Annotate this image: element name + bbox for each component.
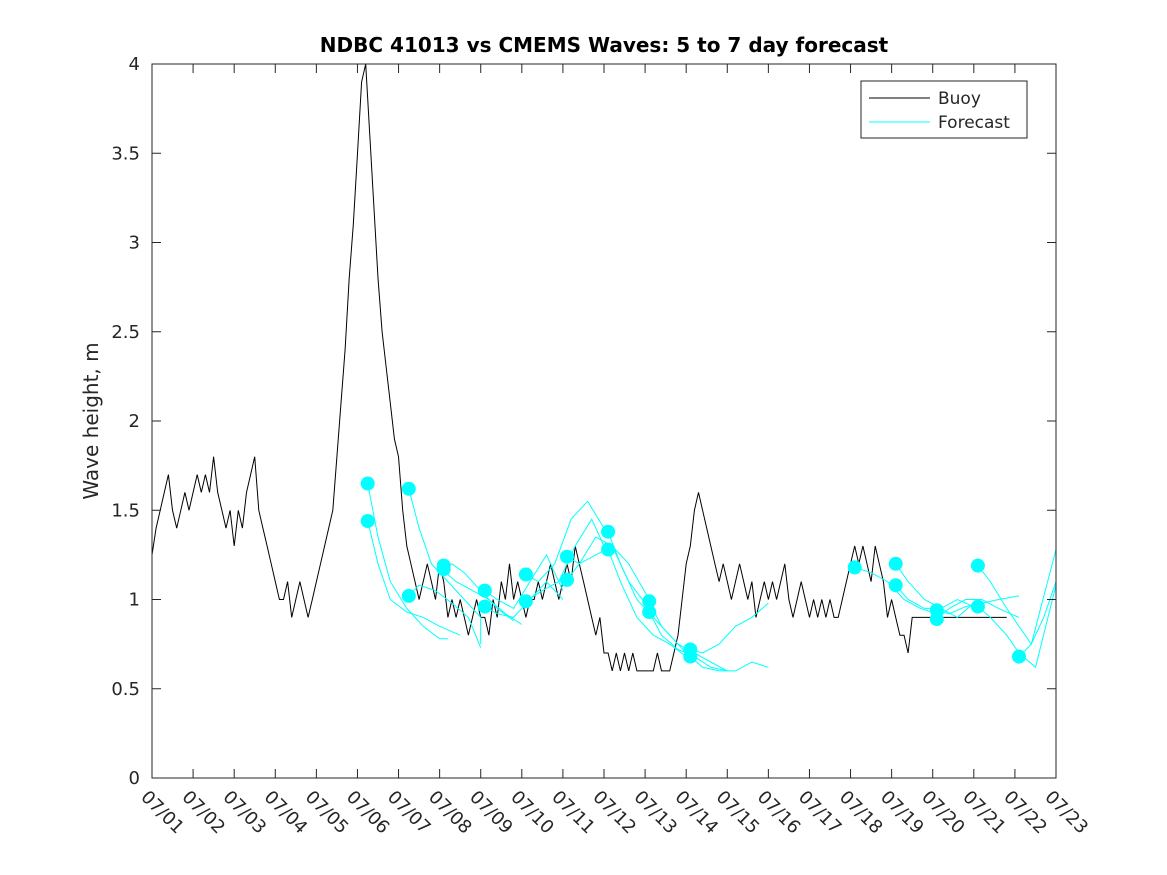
forecast-series-line-4 (443, 563, 514, 622)
forecast-marker-15 (642, 605, 657, 619)
forecast-marker-13 (601, 542, 616, 557)
forecast-marker-12 (601, 524, 616, 539)
chart-title: NDBC 41013 vs CMEMS Waves: 5 to 7 day fo… (320, 33, 889, 57)
y-tick-label-2: 1 (129, 590, 140, 611)
forecast-marker-23 (970, 558, 985, 573)
forecast-marker-24 (970, 599, 985, 614)
y-axis-label: Wave height, m (79, 342, 103, 499)
y-tick-label-5: 2.5 (111, 322, 140, 343)
y-tick-label-0: 0 (129, 768, 140, 789)
forecast-series-line-11 (566, 536, 650, 609)
legend-buoy-label: Buoy (938, 89, 981, 109)
forecast-marker-5 (436, 562, 451, 577)
forecast-marker-25 (1012, 649, 1026, 664)
forecast-marker-14 (642, 594, 657, 609)
forecast-series-line-6 (484, 553, 564, 610)
plot-area (152, 64, 1056, 778)
forecast-series-line-19 (895, 563, 979, 619)
y-tick-label-4: 2 (129, 411, 140, 432)
forecast-series-line-3 (408, 584, 482, 648)
y-tick-label-3: 1.5 (111, 500, 140, 521)
forecast-marker-9 (518, 594, 533, 609)
forecast-series-line-16 (690, 602, 769, 654)
forecast-marker-10 (560, 549, 574, 564)
forecast-series-line-24 (977, 585, 1057, 669)
forecast-marker-1 (360, 514, 375, 528)
forecast-marker-2 (401, 481, 416, 496)
y-tick-label-8: 4 (129, 54, 140, 75)
forecast-marker-22 (929, 612, 944, 627)
legend: Buoy Forecast (860, 80, 1028, 139)
forecast-marker-8 (518, 567, 533, 582)
forecast-series-line-23 (977, 549, 1057, 646)
legend-box (860, 80, 1028, 139)
forecast-marker-18 (847, 560, 862, 575)
forecast-series-line-0 (367, 483, 448, 640)
plot-background (152, 64, 1056, 778)
forecast-marker-3 (401, 588, 416, 603)
legend-forecast-label: Forecast (938, 113, 1010, 133)
forecast-series-line-2 (408, 488, 482, 645)
series-layer (151, 63, 1057, 672)
forecast-marker-6 (477, 583, 492, 598)
forecast-marker-11 (560, 572, 574, 587)
y-tick-label-1: 0.5 (111, 679, 140, 700)
y-tick-label-6: 3 (129, 233, 140, 254)
forecast-series-line-13 (607, 549, 687, 657)
forecast-series-line-17 (689, 656, 769, 672)
forecast-series-line-22 (936, 599, 1020, 620)
forecast-series-line-8 (525, 500, 605, 583)
forecast-series-line-7 (484, 580, 564, 618)
forecast-series-line-1 (367, 520, 461, 636)
forecast-marker-7 (477, 599, 492, 614)
y-tick-label-7: 3.5 (111, 143, 140, 164)
forecast-marker-0 (360, 476, 375, 491)
forecast-marker-17 (683, 649, 698, 664)
forecast-marker-20 (888, 578, 903, 593)
forecast-marker-19 (888, 556, 903, 571)
forecast-series-line-9 (525, 518, 605, 602)
